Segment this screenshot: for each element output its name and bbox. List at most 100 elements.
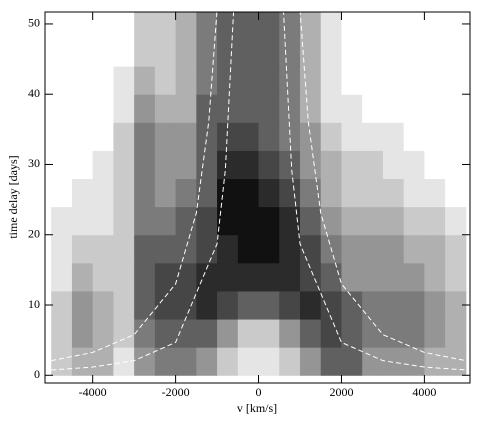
heatmap-cell [300, 66, 322, 95]
heatmap-cell [51, 347, 73, 376]
heatmap-cell [237, 234, 260, 264]
heatmap-cell [175, 66, 197, 95]
heatmap-cell [175, 262, 197, 292]
heatmap-cell [403, 94, 425, 123]
heatmap-cell [134, 37, 156, 67]
heatmap-cell [445, 12, 467, 39]
heatmap-cell [196, 347, 218, 376]
heatmap-cell [445, 66, 467, 95]
heatmap-cell [320, 12, 342, 39]
y-axis-label: time delay [days] [6, 155, 20, 238]
heatmap-cell [196, 234, 218, 264]
heatmap-cell [237, 94, 260, 123]
heatmap-cell [341, 206, 363, 236]
heatmap-cell [279, 262, 301, 292]
heatmap-cell [154, 94, 177, 123]
heatmap-cell [134, 94, 156, 123]
heatmap-cell [134, 262, 156, 292]
heatmap-cell [320, 206, 342, 236]
heatmap-cell [154, 347, 177, 376]
heatmap-cell [320, 347, 342, 376]
heatmap-cell [403, 12, 425, 39]
heatmap-cell [424, 206, 446, 236]
x-tick-label: 4000 [412, 385, 436, 399]
heatmap-cell [424, 234, 446, 264]
heatmap-cell [134, 206, 156, 236]
heatmap-cell [320, 122, 342, 151]
heatmap-cell [175, 234, 197, 264]
heatmap-cell [445, 234, 467, 264]
heatmap-cell [320, 178, 342, 208]
y-tick-label: 20 [28, 226, 40, 240]
heatmap-cell [258, 234, 280, 264]
heatmap-cell [217, 290, 239, 320]
heatmap-cell [445, 94, 467, 123]
heatmap-cell [320, 37, 342, 67]
heatmap-cell [217, 206, 239, 236]
heatmap-cell [196, 319, 218, 348]
heatmap-cell [362, 319, 384, 348]
heatmap-cell [362, 347, 384, 376]
heatmap-cell [175, 94, 197, 123]
heatmap-cell [92, 178, 114, 208]
heatmap-cell [362, 262, 384, 292]
axes: -4000 -2000 0 2000 4000 0 10 20 30 40 50 [28, 11, 471, 399]
heatmap-cell [175, 319, 197, 348]
heatmap-cell [341, 234, 363, 264]
heatmap-cell [424, 262, 446, 292]
heatmap-cell [341, 94, 363, 123]
heatmap-cell [445, 347, 467, 376]
heatmap-cell [51, 37, 73, 67]
heatmap-cell [154, 178, 177, 208]
heatmap-cell [113, 122, 135, 151]
heatmap-cell [424, 122, 446, 151]
heatmap-cell [403, 178, 425, 208]
heatmap-cell [320, 262, 342, 292]
heatmap-cell [382, 262, 405, 292]
heatmap-cell [258, 94, 280, 123]
heatmap-cell [279, 66, 301, 95]
heatmap-cell [113, 37, 135, 67]
heatmap-cell [134, 178, 156, 208]
y-tick-label: 10 [28, 297, 40, 311]
heatmap-cell [445, 206, 467, 236]
heatmap-cell [279, 206, 301, 236]
heatmap-cell [154, 206, 177, 236]
heatmap-cell [300, 150, 322, 180]
heatmap-cell [51, 178, 73, 208]
heatmap-cell [320, 319, 342, 348]
heatmap-cell [279, 37, 301, 67]
heatmap-cell [341, 66, 363, 95]
heatmap-cell [217, 347, 239, 376]
heatmap-cell [362, 178, 384, 208]
heatmap-cell [445, 178, 467, 208]
heatmap-cell [71, 66, 94, 95]
heatmap-cell [196, 206, 218, 236]
heatmap-cell [113, 347, 135, 376]
heatmap-cell [341, 178, 363, 208]
heatmap-cell [217, 12, 239, 39]
heatmap-cell [51, 234, 73, 264]
heatmap-cell [362, 150, 384, 180]
heatmap-cell [134, 122, 156, 151]
heatmap-cell [237, 262, 260, 292]
heatmap-cell [113, 150, 135, 180]
heatmap-cell [154, 37, 177, 67]
heatmap-cell [134, 234, 156, 264]
heatmap-cell [279, 150, 301, 180]
heatmap-cell [217, 234, 239, 264]
heatmap-cell [237, 37, 260, 67]
heatmap-cell [134, 66, 156, 95]
y-tick-label: 0 [34, 367, 40, 381]
heatmap-cell [300, 94, 322, 123]
heatmap-cell [382, 122, 405, 151]
heatmap-cell [424, 290, 446, 320]
y-tick-label: 40 [28, 86, 40, 100]
heatmap-cell [175, 290, 197, 320]
heatmap-cell [279, 122, 301, 151]
heatmap-cell [237, 347, 260, 376]
heatmap-cell [300, 262, 322, 292]
heatmap-cell [300, 347, 322, 376]
heatmap-cell [134, 12, 156, 39]
heatmap-cell [258, 290, 280, 320]
